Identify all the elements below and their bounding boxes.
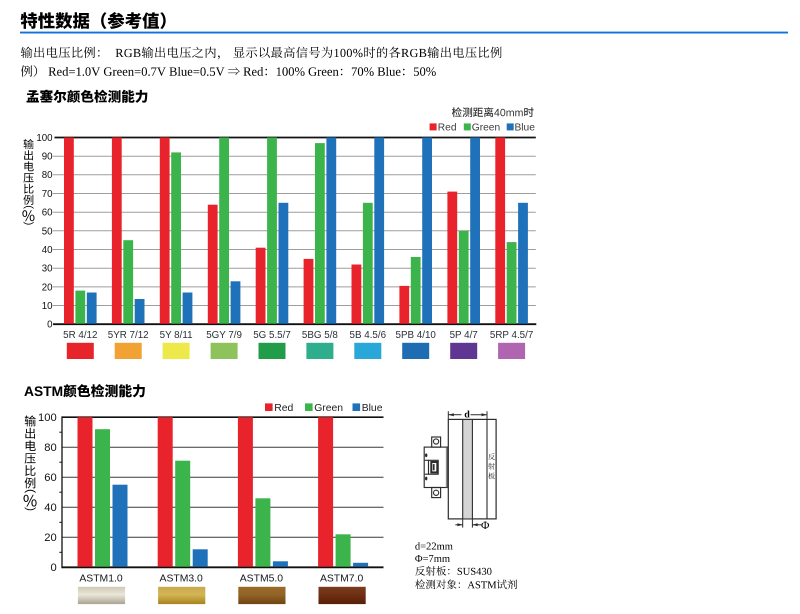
svg-text:20: 20	[44, 532, 56, 544]
svg-text:80: 80	[42, 170, 53, 181]
svg-text:100: 100	[38, 412, 57, 424]
svg-text:Blue: Blue	[515, 122, 536, 133]
svg-text:5GY 7/9: 5GY 7/9	[206, 330, 242, 341]
svg-text:Red: Red	[274, 403, 293, 414]
svg-text:5Y 8/11: 5Y 8/11	[160, 330, 193, 341]
svg-text:Green: Green	[314, 403, 343, 414]
svg-text:ASTM7.0: ASTM7.0	[320, 573, 364, 584]
svg-text:10: 10	[42, 301, 53, 312]
svg-text:5YR 7/12: 5YR 7/12	[108, 330, 149, 341]
svg-text:50: 50	[42, 226, 53, 237]
svg-text:5G 5.5/7: 5G 5.5/7	[253, 330, 291, 341]
svg-text:Red: Red	[438, 122, 457, 133]
svg-text:5PB 4/10: 5PB 4/10	[396, 330, 437, 341]
svg-text:40: 40	[42, 245, 53, 256]
svg-text:Blue: Blue	[362, 403, 383, 414]
svg-text:0: 0	[47, 320, 53, 331]
svg-text:20: 20	[42, 282, 53, 293]
svg-text:5RP 4.5/7: 5RP 4.5/7	[490, 330, 533, 341]
svg-text:Green: Green	[472, 122, 500, 133]
svg-text:ASTM5.0: ASTM5.0	[240, 573, 284, 584]
svg-text:ASTM3.0: ASTM3.0	[160, 573, 204, 584]
svg-text:30: 30	[42, 264, 53, 275]
svg-text:100: 100	[36, 133, 53, 144]
svg-text:80: 80	[44, 442, 56, 454]
svg-text:60: 60	[42, 208, 53, 219]
svg-text:60: 60	[44, 472, 56, 484]
svg-text:40: 40	[44, 502, 56, 514]
svg-text:ASTM1.0: ASTM1.0	[79, 573, 123, 584]
svg-text:5R 4/12: 5R 4/12	[63, 330, 97, 341]
svg-text:5B 4.5/6: 5B 4.5/6	[350, 330, 387, 341]
svg-text:5BG 5/8: 5BG 5/8	[302, 330, 338, 341]
svg-text:5P 4/7: 5P 4/7	[450, 330, 478, 341]
svg-text:70: 70	[42, 189, 53, 200]
svg-text:0: 0	[50, 562, 56, 574]
svg-text:90: 90	[42, 152, 53, 163]
